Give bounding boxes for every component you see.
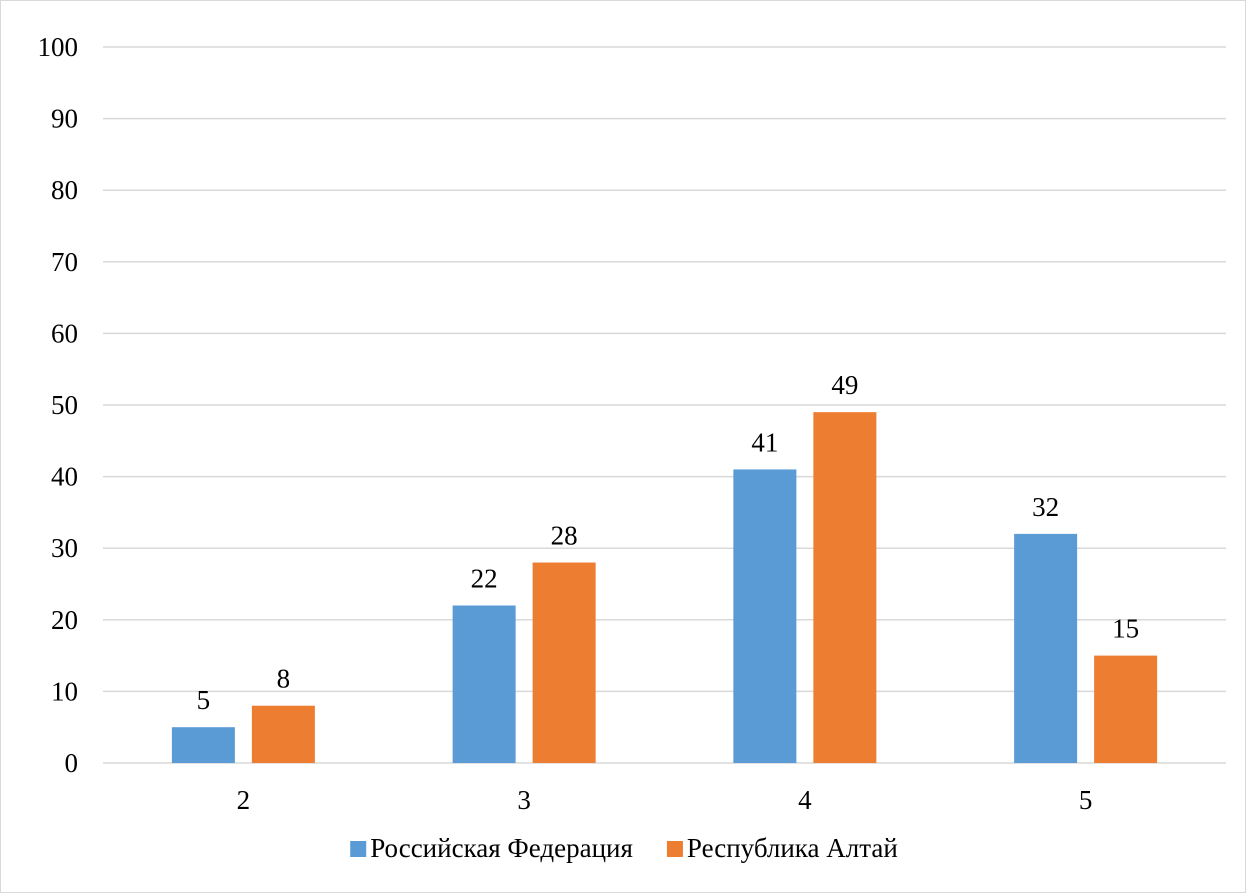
legend-swatch (350, 841, 367, 857)
y-tick-label: 10 (51, 676, 78, 706)
legend-item-1: Республика Алтай (666, 833, 898, 863)
bar-series0-cat-3 (452, 605, 516, 763)
data-label: 41 (751, 427, 778, 457)
bar-series0-cat-2 (171, 727, 235, 763)
x-tick-label: 3 (517, 785, 531, 815)
x-tick-label: 4 (798, 785, 812, 815)
bar-series0-cat-4 (733, 469, 797, 763)
legend-label: Российская Федерация (370, 833, 633, 863)
bar-series1-cat-4 (813, 412, 877, 763)
y-tick-label: 80 (51, 175, 78, 205)
y-tick-label: 30 (51, 533, 78, 563)
y-tick-label: 60 (51, 318, 78, 348)
gridlines (103, 46, 1226, 764)
y-tick-label: 100 (38, 32, 79, 62)
y-tick-label: 50 (51, 390, 78, 420)
y-tick-label: 90 (51, 104, 78, 134)
bar-series0-cat-5 (1014, 533, 1078, 763)
y-tick-label: 70 (51, 247, 78, 277)
data-label: 22 (471, 563, 498, 593)
data-label: 15 (1112, 614, 1139, 644)
bar-series1-cat-5 (1094, 655, 1158, 763)
data-labels: 5 8 22 28 41 49 32 15 (197, 370, 1140, 715)
y-axis-tick-labels: 0 10 20 30 40 50 60 70 80 90 100 (38, 32, 79, 778)
x-tick-label: 2 (237, 785, 251, 815)
data-label: 8 (277, 664, 291, 694)
bars (171, 412, 1158, 763)
data-label: 32 (1032, 492, 1059, 522)
data-label: 5 (197, 685, 211, 715)
legend-swatch (666, 841, 683, 857)
bar-series1-cat-3 (532, 562, 596, 763)
y-tick-label: 0 (65, 748, 79, 778)
legend-label: Республика Алтай (687, 833, 898, 863)
data-label: 28 (551, 521, 578, 551)
legend-item-0: Российская Федерация (350, 833, 633, 863)
data-label: 49 (831, 370, 858, 400)
y-tick-label: 20 (51, 605, 78, 635)
legend: Российская Федерация Республика Алтай (350, 833, 898, 863)
bar-series1-cat-2 (251, 705, 315, 763)
x-axis-tick-labels: 2 3 4 5 (237, 785, 1093, 815)
x-tick-label: 5 (1079, 785, 1093, 815)
y-tick-label: 40 (51, 462, 78, 492)
